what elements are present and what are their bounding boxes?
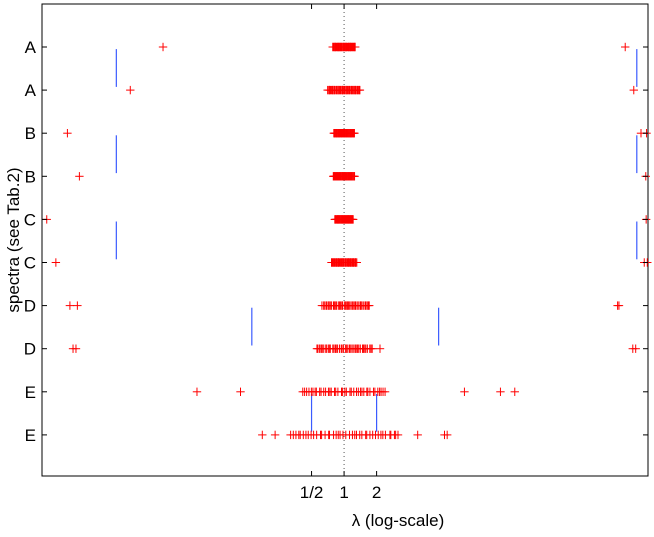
data-point bbox=[380, 387, 390, 396]
outlier-point bbox=[71, 344, 81, 353]
outlier-point bbox=[236, 387, 245, 396]
outlier-point bbox=[75, 172, 84, 181]
y-tick-label: D bbox=[24, 297, 36, 316]
y-tick-label: B bbox=[25, 124, 36, 143]
outlier-point bbox=[51, 258, 61, 267]
x-tick-label: 1 bbox=[339, 483, 348, 502]
outlier-point bbox=[629, 85, 638, 95]
y-tick-label: E bbox=[25, 426, 36, 445]
outlier-point bbox=[391, 430, 400, 440]
outlier-point bbox=[192, 387, 202, 396]
data-point bbox=[365, 301, 374, 310]
outlier-point bbox=[496, 387, 505, 396]
x-tick-label: 1/2 bbox=[300, 483, 324, 502]
data-point bbox=[367, 344, 377, 353]
data-point bbox=[350, 42, 360, 52]
y-tick-layer: A A B B C C D D E E bbox=[24, 38, 648, 445]
x-axis-title: λ (log-scale) bbox=[352, 511, 445, 530]
y-tick-label: A bbox=[25, 38, 37, 57]
points-layer bbox=[42, 42, 652, 440]
outlier-point bbox=[126, 85, 135, 95]
outlier-point bbox=[631, 344, 640, 353]
data-point bbox=[350, 129, 359, 138]
outlier-point bbox=[614, 301, 624, 310]
outlier-point bbox=[621, 42, 630, 52]
outlier-point bbox=[63, 129, 72, 138]
bars-layer bbox=[115, 49, 638, 432]
outlier-point bbox=[375, 344, 385, 353]
outlier-point bbox=[286, 430, 295, 440]
outlier-point bbox=[65, 301, 75, 310]
data-point bbox=[348, 215, 358, 224]
data-point bbox=[350, 172, 359, 181]
plot-frame bbox=[41, 3, 649, 477]
outlier-point bbox=[442, 430, 452, 440]
y-tick-label: C bbox=[24, 210, 36, 229]
y-axis-title: spectra (see Tab.2) bbox=[4, 167, 23, 312]
x-tick-layer: 1/2 1 2 bbox=[300, 4, 381, 502]
x-tick-label: 2 bbox=[372, 483, 381, 502]
outlier-point bbox=[413, 430, 422, 440]
outlier-point bbox=[270, 430, 280, 440]
data-point bbox=[352, 258, 361, 267]
outlier-point bbox=[158, 42, 168, 52]
y-tick-label: C bbox=[24, 254, 36, 273]
outlier-point bbox=[460, 387, 469, 396]
y-tick-label: D bbox=[24, 340, 36, 359]
outlier-point bbox=[258, 430, 267, 440]
y-tick-label: B bbox=[25, 167, 36, 186]
outlier-point bbox=[510, 387, 519, 396]
data-point bbox=[355, 85, 365, 95]
y-tick-label: A bbox=[25, 81, 37, 100]
y-tick-label: E bbox=[25, 383, 36, 402]
outlier-point bbox=[73, 301, 82, 310]
